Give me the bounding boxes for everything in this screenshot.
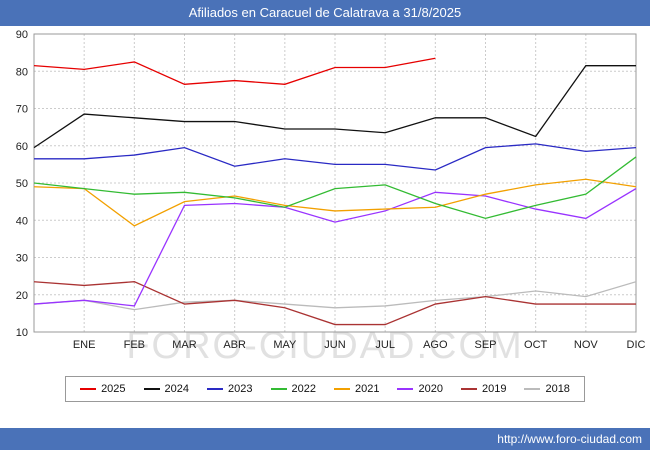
legend-label: 2022: [291, 383, 316, 395]
legend-item-2019: 2019: [460, 383, 507, 395]
legend-item-2021: 2021: [334, 383, 379, 395]
svg-text:NOV: NOV: [574, 339, 599, 351]
chart: FORO-CIUDAD.COM 10 20 30 40 50 60 70 80 90 ENE FEB…: [0, 26, 650, 367]
legend-item-2022: 2022: [270, 383, 316, 395]
svg-text:10: 10: [16, 327, 28, 339]
svg-text:ABR: ABR: [223, 339, 246, 351]
svg-text:MAR: MAR: [172, 339, 197, 351]
legend-swatch: [334, 388, 350, 390]
svg-text:90: 90: [16, 29, 28, 41]
svg-text:OCT: OCT: [524, 339, 548, 351]
legend-item-2020: 2020: [397, 383, 443, 395]
svg-text:50: 50: [16, 178, 28, 190]
svg-text:DIC: DIC: [627, 339, 646, 351]
page-title: Afiliados en Caracuel de Calatrava a 31/…: [188, 5, 462, 20]
svg-text:ENE: ENE: [73, 339, 96, 351]
legend-label: 2021: [355, 383, 380, 395]
legend-swatch: [524, 388, 541, 390]
legend-swatch: [207, 388, 224, 390]
legend-label: 2024: [164, 383, 190, 395]
svg-text:JUN: JUN: [324, 339, 345, 351]
legend-item-2025: 2025: [80, 383, 126, 395]
legend-label: 2018: [545, 383, 570, 395]
legend-swatch: [460, 388, 477, 390]
svg-text:SEP: SEP: [474, 339, 496, 351]
title-bar: Afiliados en Caracuel de Calatrava a 31/…: [0, 0, 650, 26]
legend-label: 2023: [228, 383, 253, 395]
svg-text:JUL: JUL: [375, 339, 395, 351]
svg-text:40: 40: [16, 215, 28, 227]
legend-label: 2025: [101, 383, 126, 395]
legend-label: 2020: [418, 383, 443, 395]
legend-label: 2019: [481, 383, 507, 395]
legend-item-2018: 2018: [524, 383, 570, 395]
legend: 2025 2024 2023 2022 2021 2020 2019 2018: [65, 376, 585, 402]
footer-bar: http://www.foro-ciudad.com: [0, 428, 650, 450]
legend-swatch: [270, 388, 287, 390]
svg-text:20: 20: [16, 290, 28, 302]
svg-text:MAY: MAY: [273, 339, 297, 351]
svg-text:FEB: FEB: [124, 339, 145, 351]
legend-item-2024: 2024: [143, 383, 190, 395]
chart-svg: 10 20 30 40 50 60 70 80 90 ENE FEB MAR ABR MAY JUN JUL A…: [16, 29, 646, 351]
svg-text:60: 60: [16, 141, 28, 153]
legend-item-2023: 2023: [207, 383, 253, 395]
footer-link[interactable]: http://www.foro-ciudad.com: [497, 432, 642, 446]
legend-swatch: [143, 388, 160, 390]
svg-text:70: 70: [16, 104, 28, 116]
legend-swatch: [80, 388, 97, 390]
svg-text:AGO: AGO: [423, 339, 448, 351]
svg-text:80: 80: [16, 66, 28, 78]
svg-text:30: 30: [16, 253, 28, 265]
legend-swatch: [397, 388, 414, 390]
